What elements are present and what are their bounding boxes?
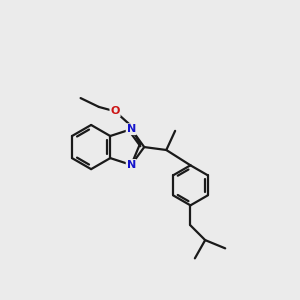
- Text: N: N: [127, 160, 136, 170]
- Text: N: N: [127, 124, 136, 134]
- Text: O: O: [110, 106, 120, 116]
